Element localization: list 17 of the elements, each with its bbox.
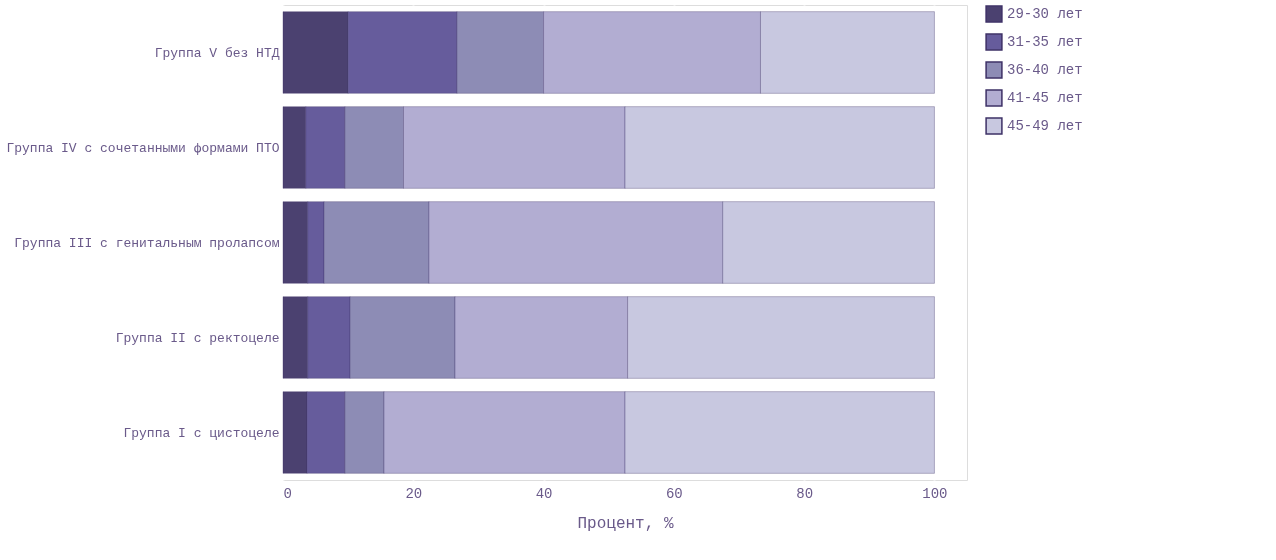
legend-label: 29-30 лет [1007,6,1083,22]
y-tick-label: Группа II с ректоцеле [115,330,280,346]
y-tick-label: Группа V без НТД [154,45,280,61]
x-tick-label: 80 [796,485,814,502]
legend-label: 45-49 лет [1007,118,1083,134]
y-tick-label: Группа III с генитальным пролапсом [14,235,280,251]
x-axis-title: Процент, % [577,514,674,533]
legend-label: 31-35 лет [1007,34,1083,50]
x-tick-label: 60 [665,485,683,502]
x-tick-label: 20 [405,485,423,502]
x-tick-label: 100 [922,485,948,502]
legend-label: 41-45 лет [1007,90,1083,106]
y-tick-label: Группа I с цистоцеле [123,425,280,441]
x-tick-label: 40 [535,485,553,502]
legend-label: 36-40 лет [1007,62,1083,78]
x-tick-label: 0 [283,485,292,502]
y-tick-label: Группа IV с сочетанными формами ПТО [6,140,280,156]
